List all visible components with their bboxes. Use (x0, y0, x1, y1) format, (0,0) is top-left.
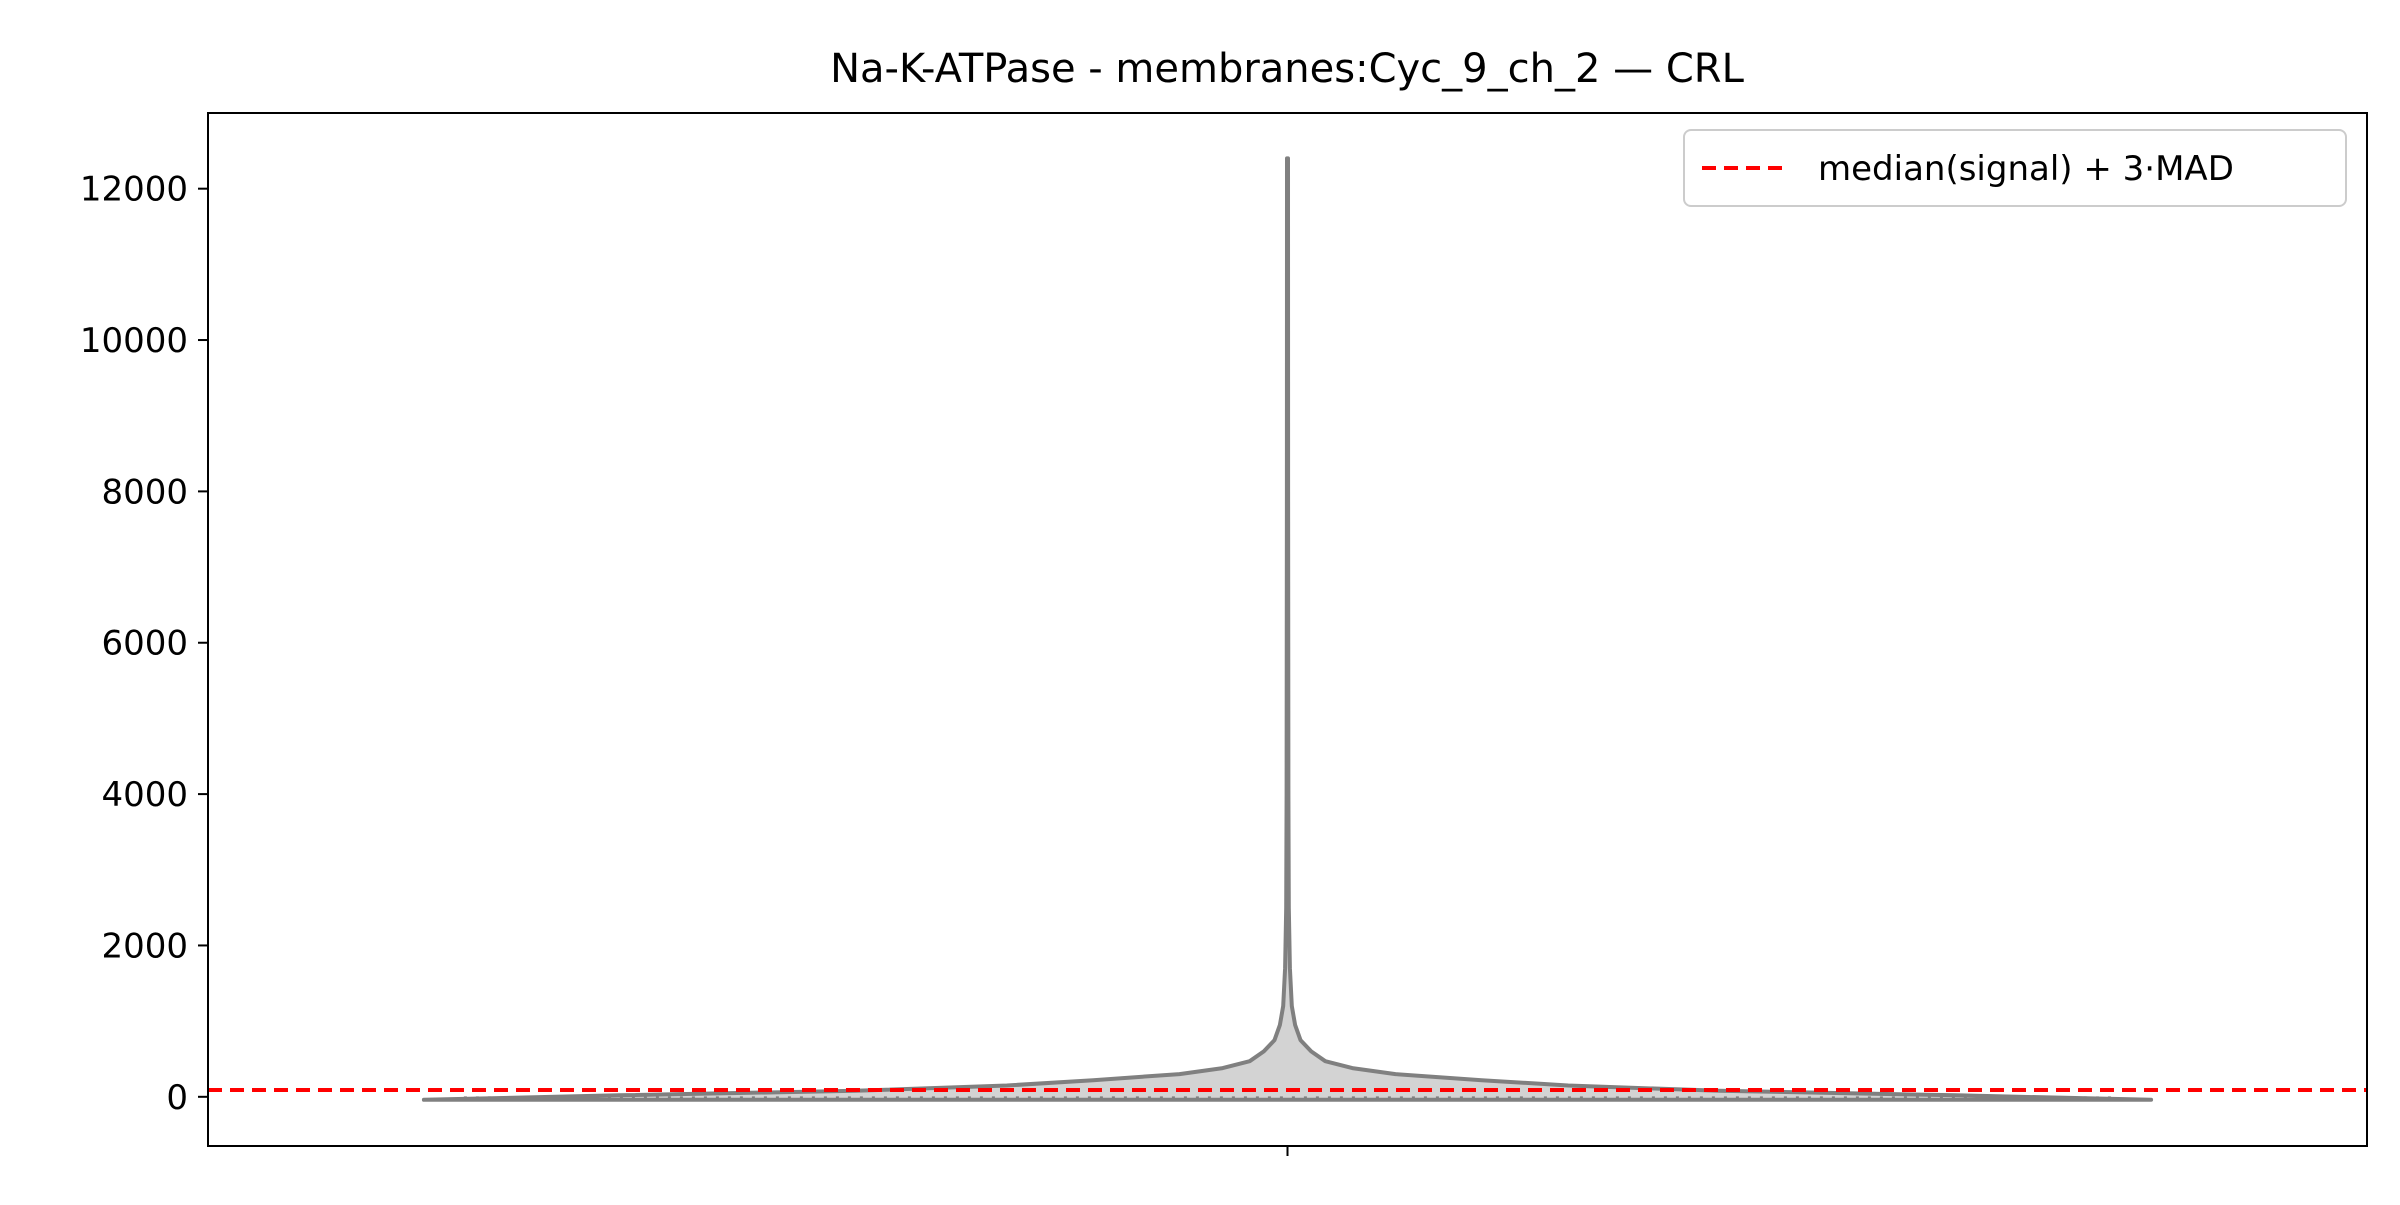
y-tick-label: 0 (166, 1078, 188, 1118)
violin-body (421, 156, 2154, 1102)
legend-box (1683, 129, 2347, 207)
y-axis: 0 2000 4000 6000 8000 10000 12000 (80, 170, 208, 1118)
y-tick-label: 10000 (80, 321, 188, 361)
plot-area (208, 156, 2367, 1102)
y-tick-label: 8000 (101, 472, 188, 512)
plot-frame (207, 112, 2368, 1147)
legend-label: median(signal) + 3·MAD (1818, 149, 2234, 189)
y-tick-label: 12000 (80, 170, 188, 210)
y-tick-label: 4000 (101, 775, 188, 815)
y-tick-label: 6000 (101, 624, 188, 664)
y-tick-label: 2000 (101, 926, 188, 966)
chart-title: Na-K-ATPase - membranes:Cyc_9_ch_2 — CRL (830, 46, 1744, 92)
legend: median(signal) + 3·MAD (1683, 129, 2347, 207)
